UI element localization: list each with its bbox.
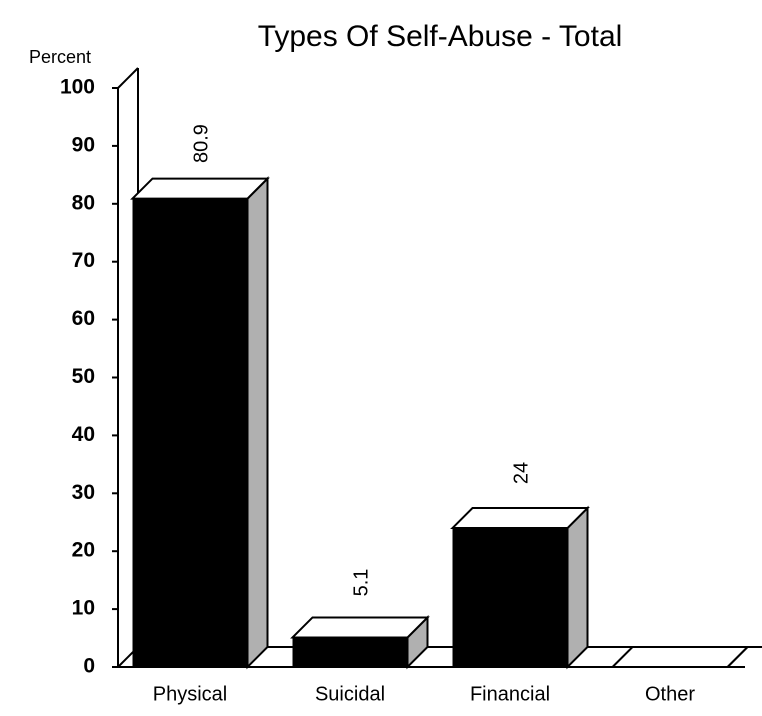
y-axis-label: Percent <box>29 47 91 67</box>
axis-line <box>117 67 139 89</box>
y-tick-label: 30 <box>72 481 95 504</box>
bar-top <box>450 507 590 530</box>
bar <box>292 637 408 667</box>
bar-side <box>246 176 269 670</box>
x-tick-label: Physical <box>153 683 227 705</box>
y-tick-label: 70 <box>72 249 95 272</box>
bar <box>452 528 568 667</box>
y-tick-label: 80 <box>72 191 95 214</box>
bar <box>132 198 248 668</box>
x-tick-label: Other <box>645 683 695 705</box>
y-tick-label: 20 <box>72 539 95 562</box>
data-label: 24 <box>510 462 532 484</box>
bar-side <box>566 505 589 670</box>
y-tick-label: 90 <box>72 133 95 156</box>
y-tick-label: 40 <box>72 423 95 446</box>
y-tick-label: 50 <box>72 365 95 388</box>
y-tick-label: 0 <box>83 655 95 678</box>
y-tick-label: 100 <box>60 76 95 99</box>
y-tick-label: 60 <box>72 307 95 330</box>
data-label: 5.1 <box>350 569 372 597</box>
bar-top <box>610 646 750 668</box>
bar-top <box>130 177 270 200</box>
data-label: 80.9 <box>190 124 212 163</box>
y-tick-label: 10 <box>72 597 95 620</box>
x-tick-label: Financial <box>470 683 550 705</box>
bar-top <box>290 616 430 639</box>
x-tick-label: Suicidal <box>315 683 385 705</box>
chart-title: Types Of Self-Abuse - Total <box>258 20 623 53</box>
